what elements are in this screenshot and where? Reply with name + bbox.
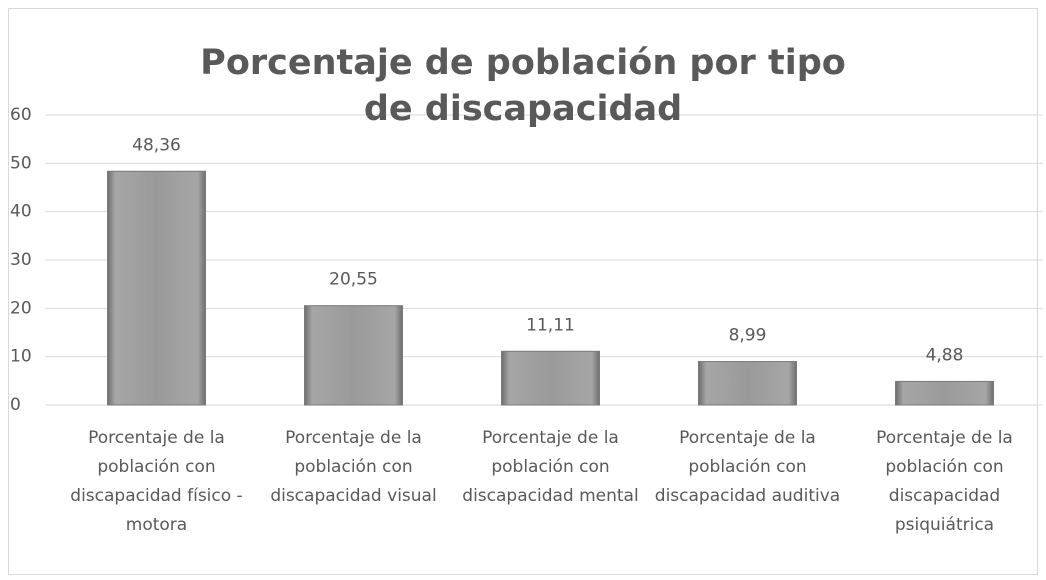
data-label: 8,99 [729, 326, 767, 346]
bar [698, 361, 797, 406]
y-tick-label: 60 [10, 105, 32, 125]
y-tick-label: 0 [10, 395, 21, 415]
data-label: 48,36 [132, 135, 181, 155]
x-tick-label: Porcentaje de la población con discapaci… [70, 428, 243, 535]
data-label: 11,11 [526, 315, 575, 335]
chart-title: Porcentaje de población por tipo de disc… [200, 43, 846, 129]
data-label: 20,55 [329, 270, 378, 290]
bar [304, 305, 403, 406]
y-tick-label: 10 [10, 347, 32, 367]
data-label: 4,88 [926, 345, 964, 365]
y-tick-label: 40 [10, 202, 32, 222]
x-tick-label: Porcentaje de la población con discapaci… [270, 428, 437, 506]
x-tick-label: Porcentaje de la población con discapaci… [654, 428, 841, 506]
y-tick-label: 30 [10, 250, 32, 270]
chart-border [8, 8, 1038, 575]
y-tick-label: 50 [10, 153, 32, 173]
bar [107, 170, 206, 406]
x-tick-label: Porcentaje de la población con discapaci… [462, 428, 639, 506]
bar [895, 380, 994, 406]
x-tick-label: Porcentaje de la población con discapaci… [876, 428, 1013, 535]
y-tick-label: 20 [10, 298, 32, 318]
bar [501, 350, 600, 406]
